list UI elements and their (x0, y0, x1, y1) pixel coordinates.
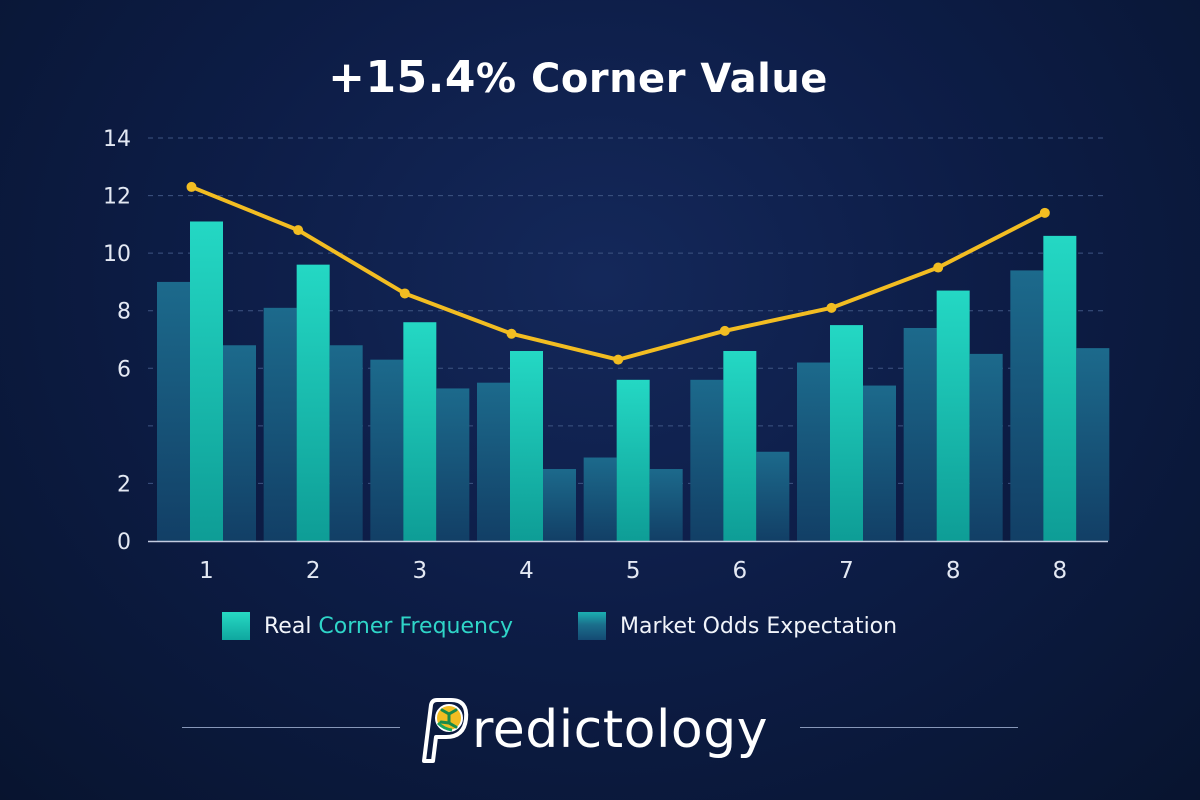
y-tick-label: 14 (103, 127, 131, 152)
market-bar-left (583, 457, 617, 541)
market-bar-right (543, 469, 576, 541)
market-bar-left (157, 281, 190, 541)
y-tick-label: 6 (117, 357, 131, 382)
trend-point (719, 325, 730, 336)
footer-divider-left (182, 727, 400, 728)
legend-swatch-real (222, 612, 250, 640)
y-tick-label: 2 (117, 472, 131, 497)
y-tick-label: 0 (117, 530, 131, 555)
y-tick-label: 8 (117, 300, 131, 325)
x-tick-label: 2 (306, 558, 321, 584)
real-bar (190, 221, 223, 541)
chart-title: +15.4% Corner Value (0, 52, 1156, 103)
y-axis-ticks: 0 2 6 8 10 12 14 (103, 127, 131, 555)
legend: Real Corner Frequency Market Odds Expect… (0, 612, 1200, 652)
title-percent: % (476, 56, 517, 102)
y-tick-label: 10 (103, 242, 131, 267)
legend-real-prefix: Real (264, 613, 319, 639)
legend-item-market: Market Odds Expectation (578, 612, 897, 640)
market-bar-left (690, 379, 724, 541)
brand-name: redictology (472, 700, 769, 760)
footer-divider-right (800, 727, 1018, 728)
trend-point (399, 288, 410, 299)
market-bar-right (223, 345, 256, 541)
real-bar (510, 351, 543, 541)
brand-logo: redictology (418, 690, 768, 770)
x-tick-label: 8 (946, 558, 961, 584)
real-bar (296, 264, 330, 541)
legend-item-real: Real Corner Frequency (222, 612, 513, 640)
market-bar-right (863, 385, 896, 541)
market-bar-left (263, 307, 297, 541)
market-bar-left (1010, 270, 1044, 541)
x-tick-label: 3 (413, 558, 428, 584)
market-bar-right (969, 353, 1003, 541)
market-bar-right (649, 469, 683, 541)
real-bar (723, 351, 757, 541)
real-bar (936, 290, 970, 541)
market-bar-left (797, 362, 830, 541)
market-bar-left (370, 359, 404, 541)
title-rest: Corner Value (516, 56, 828, 102)
real-bar (403, 322, 437, 541)
trend-point (1039, 207, 1050, 218)
legend-swatch-market (578, 612, 606, 640)
trend-point (826, 302, 837, 313)
trend-line (186, 181, 1050, 365)
legend-label-real: Real Corner Frequency (264, 614, 513, 639)
trend-point (613, 354, 624, 365)
legend-real-highlight: Corner Frequency (318, 613, 514, 639)
market-bar-right (1076, 348, 1110, 541)
bars (157, 221, 1110, 541)
market-bar-left (477, 382, 510, 541)
x-tick-label: 7 (839, 558, 854, 584)
real-bar (616, 379, 650, 541)
trend-point (293, 225, 304, 236)
real-bar (830, 325, 863, 541)
trend-point (933, 262, 944, 273)
market-bar-right (756, 451, 790, 541)
trend-point (186, 181, 197, 192)
x-tick-label: 1 (199, 558, 214, 584)
market-bar-left (903, 327, 937, 541)
x-axis-ticks: 1 2 3 4 5 6 7 8 8 (199, 558, 1067, 584)
market-bar-right (329, 345, 363, 541)
title-value: +15.4 (328, 52, 477, 103)
x-tick-label: 5 (626, 558, 641, 584)
market-bar-right (436, 388, 470, 541)
footer: redictology (0, 690, 1200, 770)
predictology-p-ball-icon (422, 698, 469, 763)
trend-point (506, 328, 517, 339)
x-tick-label: 8 (1053, 558, 1068, 584)
legend-label-market: Market Odds Expectation (620, 613, 898, 639)
x-tick-label: 4 (519, 558, 534, 584)
x-tick-label: 6 (733, 558, 748, 584)
real-bar (1043, 235, 1077, 541)
y-tick-label: 12 (103, 185, 131, 210)
